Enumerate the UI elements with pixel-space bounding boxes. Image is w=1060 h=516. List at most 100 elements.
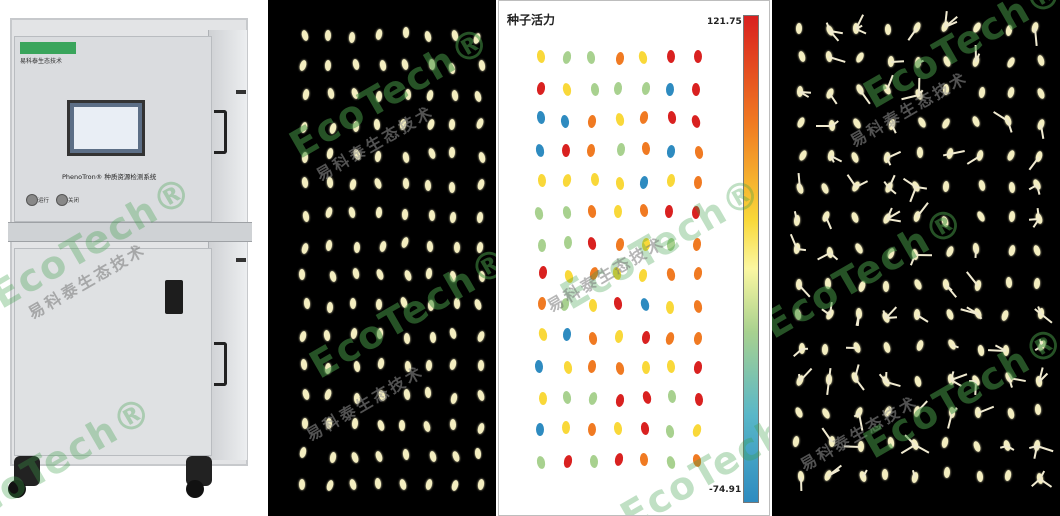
seed: [453, 241, 460, 253]
germinated-seed: [978, 86, 986, 99]
germinated-seed: [942, 54, 952, 68]
cabinet-wheel: [8, 480, 26, 498]
sprout: [798, 284, 811, 298]
heatmap-seed: [666, 50, 675, 64]
germinated-seed: [915, 339, 925, 353]
seed: [375, 28, 384, 41]
watermark-chinese: 易科泰生态技术: [796, 391, 922, 475]
heatmap-seed: [665, 454, 677, 470]
seed: [377, 389, 387, 402]
seed: [350, 327, 358, 340]
seed: [326, 177, 334, 189]
germinated-seed: [912, 277, 923, 291]
cabinet-wheel: [186, 480, 204, 498]
seed: [298, 58, 308, 72]
heatmap-seed: [667, 389, 677, 404]
heatmap-seed: [538, 265, 548, 280]
cabinet-stop-button: [56, 194, 68, 206]
seed: [475, 241, 484, 254]
heatmap-seed: [665, 300, 675, 314]
seed: [476, 212, 484, 224]
seed: [373, 118, 381, 131]
seed: [328, 270, 338, 283]
heatmap-seed: [562, 421, 571, 435]
sprout: [947, 413, 954, 430]
seed: [402, 27, 409, 39]
heatmap-seed: [692, 266, 703, 281]
seed: [473, 298, 483, 312]
germinated-seed: [1006, 149, 1017, 163]
watermark-chinese: 易科泰生态技术: [846, 67, 972, 151]
heatmap-seed: [587, 204, 598, 219]
heatmap-seed: [589, 454, 599, 469]
seed: [424, 30, 433, 43]
cabinet-lower-door: [14, 248, 212, 456]
seed: [398, 419, 406, 432]
seed: [301, 176, 309, 189]
heatmap-seed: [538, 391, 547, 405]
heatmap-seed: [586, 143, 596, 158]
seed: [374, 450, 384, 463]
cabinet-lock: [165, 280, 183, 314]
seed: [404, 88, 411, 101]
seed: [302, 210, 311, 223]
seed: [451, 450, 461, 463]
seed: [403, 269, 413, 282]
heatmap-seed: [615, 51, 625, 66]
seed: [476, 422, 486, 435]
heatmap-seed: [614, 361, 626, 376]
heatmap-seed: [691, 423, 703, 438]
heatmap-seed: [614, 393, 625, 408]
heatmap-seed: [666, 144, 676, 159]
seed: [426, 240, 434, 253]
seed: [399, 119, 407, 131]
germinated-seed: [943, 84, 950, 96]
cabinet-brand-text: 易科泰生态技术: [20, 58, 63, 65]
heatmap-seed: [692, 360, 703, 375]
seed: [448, 358, 457, 371]
sprout: [845, 346, 857, 349]
cabinet-lower-handle: [214, 342, 227, 386]
heatmap-seed: [562, 50, 573, 65]
seed: [448, 181, 456, 193]
sprout: [974, 380, 978, 395]
seed: [373, 177, 383, 190]
seed: [299, 478, 306, 490]
seed: [478, 59, 487, 72]
seed: [326, 87, 335, 100]
seed: [398, 478, 408, 491]
watermark-brand: EcoTech®: [282, 16, 496, 168]
seed: [425, 360, 433, 372]
seed: [450, 89, 459, 102]
heatmap-seed: [641, 141, 651, 156]
germinated-seed: [796, 115, 807, 129]
seed: [474, 447, 483, 460]
germinated-seed: [917, 146, 924, 159]
seed: [476, 389, 486, 402]
heatmap-seed: [536, 49, 546, 64]
sprout: [909, 186, 917, 203]
heatmap-seed: [535, 81, 546, 96]
germinated-seed: [971, 21, 983, 34]
germinated-seed: [945, 245, 956, 258]
germinated-seed: [882, 468, 889, 481]
heatmap-seed: [692, 331, 703, 346]
heatmap-seed: [638, 50, 649, 65]
seed: [351, 267, 361, 280]
seed: [353, 120, 360, 132]
seed: [352, 418, 359, 430]
germinated-seed: [1000, 309, 1010, 322]
cabinet-side-panel: [208, 30, 247, 460]
germinated-seed: [853, 242, 864, 255]
germinated-seed: [856, 280, 867, 293]
seed: [349, 32, 356, 44]
watermark-brand: EcoTech®: [856, 0, 1060, 118]
heatmap-seed: [693, 144, 704, 160]
seed: [428, 299, 435, 311]
seed: [325, 147, 334, 160]
germinated-seed: [940, 117, 952, 130]
cabinet-stop-label: 关闭: [68, 198, 80, 204]
germinated-seed: [887, 436, 895, 449]
sprout: [973, 249, 977, 259]
sprout: [821, 427, 834, 443]
